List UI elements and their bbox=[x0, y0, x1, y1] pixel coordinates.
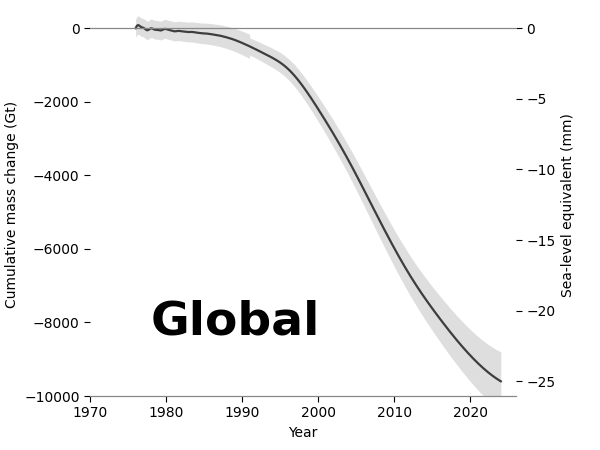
X-axis label: Year: Year bbox=[289, 426, 317, 440]
Y-axis label: Cumulative mass change (Gt): Cumulative mass change (Gt) bbox=[5, 101, 19, 308]
Text: Global: Global bbox=[151, 300, 320, 345]
Y-axis label: Sea-level equivalent (mm): Sea-level equivalent (mm) bbox=[561, 113, 575, 297]
